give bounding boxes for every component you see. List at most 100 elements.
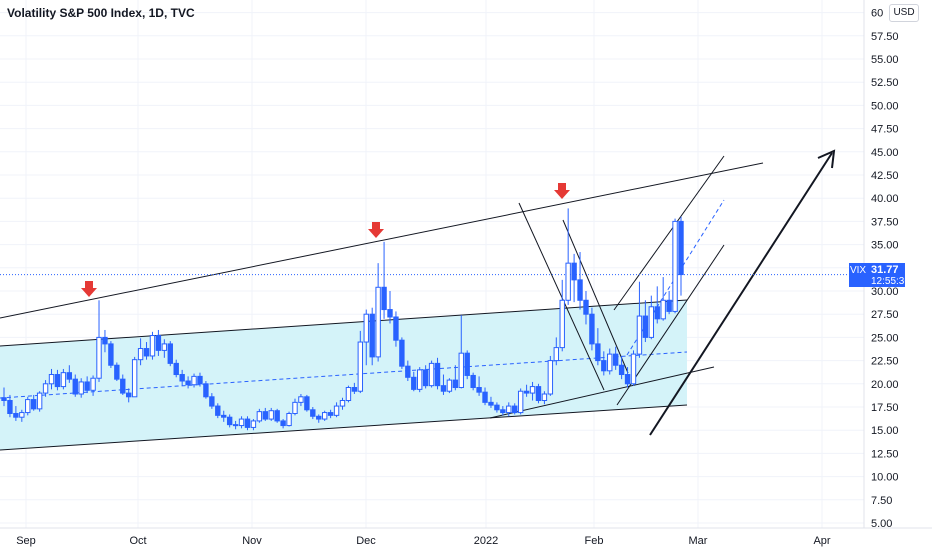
- candle-down: [369, 313, 375, 358]
- candles: [1, 208, 684, 431]
- candle-up: [268, 410, 274, 420]
- candle-up: [137, 348, 144, 361]
- candle-down: [654, 306, 660, 320]
- candle-down: [54, 374, 61, 388]
- candle-down: [351, 387, 358, 392]
- markers: [81, 183, 570, 297]
- candle-down: [452, 379, 459, 389]
- time-axis[interactable]: Sep Oct Nov Dec 2022 Feb Mar Apr: [16, 535, 831, 547]
- candle-down: [624, 374, 631, 385]
- candle-up: [547, 360, 554, 395]
- candle-up: [19, 412, 25, 418]
- candle-down: [120, 378, 126, 394]
- down-arrow-marker-2: [368, 222, 384, 238]
- candle-up: [149, 335, 156, 357]
- down-arrow-marker-3: [554, 183, 570, 199]
- candle-up: [131, 359, 138, 398]
- candle-down: [114, 364, 120, 380]
- candle-up: [672, 220, 678, 312]
- candle-down: [523, 390, 530, 394]
- candle-up: [357, 341, 364, 392]
- price-axis-label: 37.50: [871, 216, 899, 228]
- candle-down: [601, 360, 607, 372]
- price-axis-label: 52.50: [871, 77, 899, 89]
- candle-down: [30, 399, 37, 410]
- candle-down: [595, 343, 601, 362]
- candle-down: [642, 315, 649, 338]
- candle-down: [280, 420, 286, 427]
- time-axis-label: Sep: [16, 535, 36, 547]
- currency-button[interactable]: USD: [889, 4, 919, 22]
- candle-down: [197, 375, 203, 385]
- candle-down: [126, 392, 132, 398]
- candle-up: [256, 411, 263, 422]
- candle-down: [618, 364, 625, 376]
- candle-up: [506, 405, 512, 414]
- candle-down: [84, 381, 90, 391]
- candle-up: [517, 390, 524, 414]
- candle-up: [458, 352, 464, 389]
- time-axis-label: Apr: [813, 535, 830, 547]
- price-axis-label: 45.00: [871, 147, 899, 159]
- candle-down: [203, 383, 209, 398]
- time-axis-label: Oct: [129, 535, 146, 547]
- price-axis-label: 27.50: [871, 309, 899, 321]
- time-axis-label: Dec: [356, 535, 376, 547]
- price-axis-label: 55.00: [871, 54, 899, 66]
- candle-up: [375, 286, 381, 358]
- candle-down: [411, 376, 417, 390]
- price-axis-label: 30.00: [871, 286, 899, 298]
- candle-up: [363, 313, 369, 343]
- candle-down: [422, 369, 429, 387]
- price-axis-label: 10.00: [871, 472, 899, 484]
- candle-down: [102, 336, 108, 345]
- channel-lower-line: [0, 404, 688, 451]
- candle-up: [96, 336, 102, 379]
- time-axis-label: 2022: [474, 535, 498, 547]
- candle-down: [571, 262, 577, 281]
- price-axis-label: 25.00: [871, 332, 899, 344]
- candle-up: [529, 386, 536, 394]
- candle-down: [209, 396, 215, 407]
- candle-up: [428, 362, 435, 387]
- candle-down: [666, 299, 672, 312]
- candle-down: [108, 343, 114, 366]
- candle-up: [660, 299, 666, 320]
- candle-down: [381, 286, 387, 311]
- candle-down: [589, 313, 595, 345]
- candle-up: [48, 374, 55, 385]
- candle-down: [316, 415, 322, 420]
- candle-down: [405, 365, 411, 378]
- price-axis-label: 7.50: [871, 495, 892, 507]
- candle-down: [678, 220, 684, 276]
- candle-down: [327, 412, 334, 416]
- down-arrow-marker-1: [81, 281, 97, 297]
- candle-down: [167, 343, 173, 364]
- chart-title: Volatility S&P 500 Index, 1D, TVC: [7, 6, 195, 20]
- price-axis-label: 22.50: [871, 356, 899, 368]
- candle-up: [238, 418, 245, 427]
- candle-down: [535, 386, 542, 402]
- candle-down: [399, 339, 405, 367]
- candle-down: [482, 391, 488, 403]
- candle-up: [78, 381, 84, 395]
- candle-down: [464, 352, 470, 376]
- candle-down: [500, 409, 506, 414]
- candle-up: [446, 379, 453, 392]
- candle-up: [339, 400, 346, 407]
- candle-down: [179, 374, 185, 382]
- price-axis-label: 42.50: [871, 170, 899, 182]
- candle-down: [13, 412, 19, 418]
- candle-up: [345, 387, 352, 402]
- candle-up: [321, 412, 328, 420]
- candle-down: [66, 372, 73, 380]
- candle-down: [434, 362, 441, 387]
- candle-down: [387, 309, 393, 318]
- candle-down: [173, 362, 179, 376]
- price-axis-label: 17.50: [871, 402, 899, 414]
- channel-midline: [0, 351, 688, 399]
- candle-up: [191, 375, 197, 386]
- price-axis-label: 35.00: [871, 240, 899, 252]
- price-axis-label: 60: [871, 8, 883, 20]
